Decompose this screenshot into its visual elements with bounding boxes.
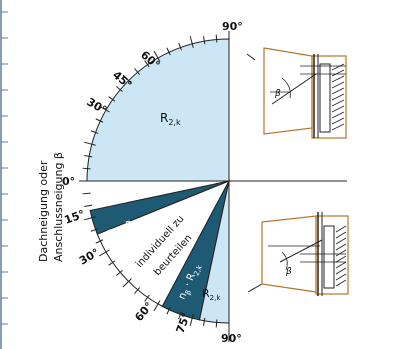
arc-tick xyxy=(189,35,194,48)
hatch-line xyxy=(335,279,347,287)
dark-sector-1-label: nβ · R2,k xyxy=(105,215,146,241)
arc-tick xyxy=(82,192,91,195)
hatch-line xyxy=(331,63,345,71)
arc-tick xyxy=(95,239,104,244)
leader-line-bottom xyxy=(247,283,263,293)
hatch-line xyxy=(335,267,347,275)
arc-tick xyxy=(116,86,123,93)
y-axis-label-line1: Dachneigung oder xyxy=(37,160,50,262)
arc-tick xyxy=(122,278,132,288)
hatch-line xyxy=(331,117,345,125)
arc-tick xyxy=(144,60,150,68)
arc-tick xyxy=(98,249,110,257)
white-sector xyxy=(96,180,231,308)
arc-tick xyxy=(153,50,161,62)
arc-tick xyxy=(83,216,96,221)
angle-label-30-bottom: 30° xyxy=(77,246,102,268)
arc-tick xyxy=(215,319,218,328)
hatch-line xyxy=(331,87,345,95)
angle-label-0: 0° xyxy=(62,175,75,188)
hatch-line xyxy=(335,231,347,239)
hatch-line xyxy=(331,111,345,119)
arc-tick xyxy=(166,306,171,315)
hatch-line xyxy=(335,249,347,257)
y-axis-label-line2: Anschlussneigung β xyxy=(52,152,65,262)
arc-tick xyxy=(144,294,150,302)
hatch-line xyxy=(335,237,347,245)
arc-tick-marks xyxy=(79,31,230,331)
hatch-line xyxy=(335,261,347,269)
lower-sector-label: R2,k xyxy=(202,287,221,302)
arc-tick xyxy=(90,130,99,134)
arc-tick xyxy=(95,118,104,123)
arc-tick xyxy=(189,314,194,327)
upper-sector-label: R2,k xyxy=(160,111,181,127)
arc-tick xyxy=(84,154,93,158)
arc-tick xyxy=(166,47,171,56)
angle-label-75: 75° xyxy=(174,311,193,335)
arc-tick xyxy=(98,105,110,113)
hatch-line xyxy=(331,93,345,101)
angle-label-90-top: 90° xyxy=(222,20,243,33)
hatch-line xyxy=(335,225,347,233)
beta-symbol-top: β xyxy=(274,89,281,99)
angle-label-90-bottom: 90° xyxy=(221,332,242,345)
hatch-line xyxy=(335,273,347,281)
angle-label-15: 15° xyxy=(63,207,87,226)
arc-tick xyxy=(202,317,206,326)
arc-tick xyxy=(90,228,99,232)
angle-label-60-bottom: 60° xyxy=(132,300,155,324)
bottom-detail-illustration: β xyxy=(261,212,349,296)
hatch-line xyxy=(331,105,345,113)
hatch-line xyxy=(335,243,347,251)
hatch-line xyxy=(331,81,345,89)
arc-tick xyxy=(83,141,96,146)
arc-tick xyxy=(178,311,182,320)
arc-tick xyxy=(134,68,141,75)
beta-symbol-bottom: β xyxy=(285,267,292,277)
leader-line-top xyxy=(246,53,256,61)
left-page-border xyxy=(0,0,8,349)
arc-tick xyxy=(116,269,123,276)
arc-tick xyxy=(178,42,182,51)
sector-group xyxy=(86,38,231,324)
hatch-line xyxy=(331,69,345,77)
arc-tick xyxy=(153,300,161,312)
arc-tick xyxy=(215,34,218,43)
hatch-line xyxy=(331,123,345,131)
hatch-line xyxy=(335,255,347,263)
arc-tick xyxy=(122,74,132,84)
top-detail-illustration: β xyxy=(263,47,347,139)
arc-tick xyxy=(84,204,93,208)
arc-tick xyxy=(202,36,206,45)
arc-tick xyxy=(134,287,141,294)
hatch-line xyxy=(331,99,345,107)
arc-tick xyxy=(108,260,116,266)
arc-tick xyxy=(82,167,91,170)
hatch-line xyxy=(331,75,345,83)
arc-tick xyxy=(108,96,116,102)
